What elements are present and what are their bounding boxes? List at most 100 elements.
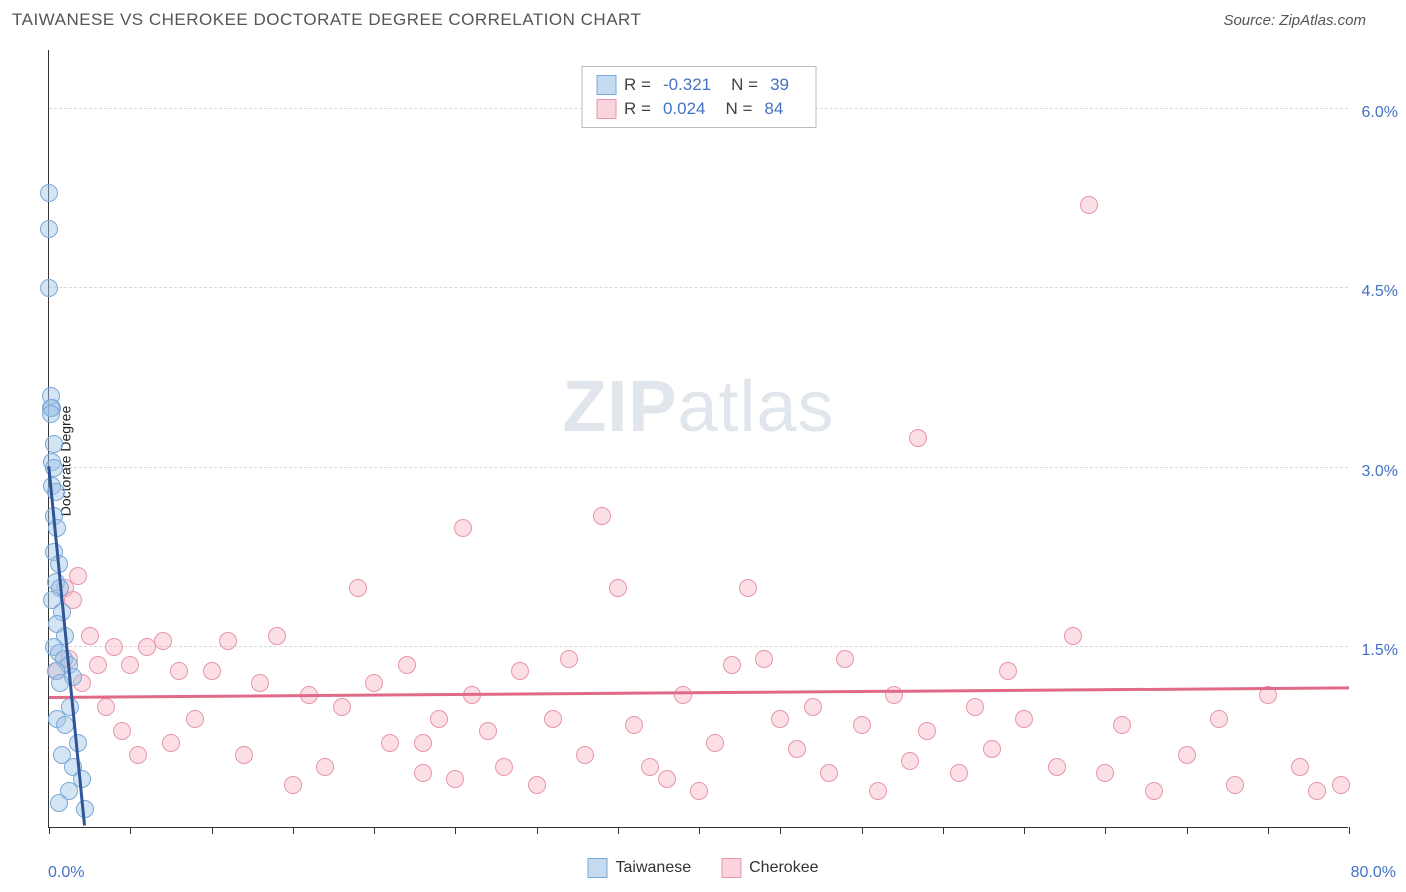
scatter-point [1080, 196, 1098, 214]
scatter-point [909, 429, 927, 447]
swatch-blue-icon [588, 858, 608, 878]
chart-container: Doctorate Degree ZIPatlas R = -0.321 N =… [0, 36, 1406, 886]
scatter-point [69, 567, 87, 585]
scatter-point [414, 764, 432, 782]
x-tick [1349, 827, 1350, 834]
legend-row-cherokee: R = 0.024 N = 84 [596, 97, 801, 121]
scatter-point [50, 794, 68, 812]
scatter-point [674, 686, 692, 704]
x-tick [1024, 827, 1025, 834]
scatter-point [186, 710, 204, 728]
chart-source: Source: ZipAtlas.com [1223, 12, 1366, 29]
scatter-point [51, 674, 69, 692]
scatter-point [42, 405, 60, 423]
scatter-point [446, 770, 464, 788]
scatter-point [820, 764, 838, 782]
scatter-point [560, 650, 578, 668]
gridline [49, 287, 1348, 288]
scatter-point [40, 279, 58, 297]
x-tick [699, 827, 700, 834]
x-axis-max-label: 80.0% [1351, 864, 1396, 882]
x-tick [130, 827, 131, 834]
scatter-point [48, 519, 66, 537]
scatter-point [1048, 758, 1066, 776]
x-tick [780, 827, 781, 834]
scatter-point [414, 734, 432, 752]
taiwanese-n-value: 39 [770, 75, 789, 95]
scatter-point [349, 579, 367, 597]
scatter-point [129, 746, 147, 764]
y-tick-label: 4.5% [1362, 283, 1398, 301]
scatter-point [45, 435, 63, 453]
x-tick [49, 827, 50, 834]
scatter-point [81, 627, 99, 645]
scatter-point [901, 752, 919, 770]
r-label: R = [624, 99, 651, 119]
scatter-point [739, 579, 757, 597]
scatter-point [836, 650, 854, 668]
scatter-point [430, 710, 448, 728]
watermark: ZIPatlas [562, 366, 834, 448]
n-label: N = [731, 75, 758, 95]
scatter-point [1178, 746, 1196, 764]
scatter-point [97, 698, 115, 716]
x-tick [374, 827, 375, 834]
scatter-point [154, 632, 172, 650]
scatter-point [690, 782, 708, 800]
scatter-point [950, 764, 968, 782]
scatter-point [316, 758, 334, 776]
scatter-point [1145, 782, 1163, 800]
scatter-point [1332, 776, 1350, 794]
scatter-point [89, 656, 107, 674]
scatter-point [853, 716, 871, 734]
scatter-point [454, 519, 472, 537]
x-tick [943, 827, 944, 834]
trend-line [49, 687, 1349, 699]
x-tick [1105, 827, 1106, 834]
x-axis-min-label: 0.0% [48, 864, 84, 882]
series-legend: Taiwanese Cherokee [588, 858, 819, 878]
taiwanese-r-value: -0.321 [663, 75, 711, 95]
scatter-point [56, 716, 74, 734]
watermark-zip: ZIP [562, 367, 677, 447]
scatter-point [40, 220, 58, 238]
scatter-point [771, 710, 789, 728]
scatter-point [284, 776, 302, 794]
scatter-point [1308, 782, 1326, 800]
scatter-point [999, 662, 1017, 680]
scatter-point [511, 662, 529, 680]
x-tick [537, 827, 538, 834]
gridline [49, 467, 1348, 468]
swatch-pink-icon [721, 858, 741, 878]
scatter-point [1064, 627, 1082, 645]
gridline [49, 646, 1348, 647]
scatter-point [170, 662, 188, 680]
scatter-point [918, 722, 936, 740]
scatter-point [495, 758, 513, 776]
scatter-point [40, 184, 58, 202]
scatter-point [1291, 758, 1309, 776]
y-tick-label: 6.0% [1362, 104, 1398, 122]
scatter-point [804, 698, 822, 716]
plot-area: ZIPatlas R = -0.321 N = 39 R = 0.024 N =… [48, 50, 1348, 828]
scatter-point [869, 782, 887, 800]
scatter-point [983, 740, 1001, 758]
x-tick [293, 827, 294, 834]
scatter-point [398, 656, 416, 674]
scatter-point [788, 740, 806, 758]
x-tick [1187, 827, 1188, 834]
swatch-pink-icon [596, 99, 616, 119]
scatter-point [1226, 776, 1244, 794]
scatter-point [1096, 764, 1114, 782]
watermark-atlas: atlas [677, 367, 834, 447]
scatter-point [381, 734, 399, 752]
x-tick [212, 827, 213, 834]
scatter-point [235, 746, 253, 764]
chart-title: TAIWANESE VS CHEROKEE DOCTORATE DEGREE C… [12, 10, 641, 30]
scatter-point [609, 579, 627, 597]
legend-item-taiwanese: Taiwanese [588, 858, 692, 878]
scatter-point [105, 638, 123, 656]
scatter-point [658, 770, 676, 788]
scatter-point [723, 656, 741, 674]
scatter-point [1210, 710, 1228, 728]
